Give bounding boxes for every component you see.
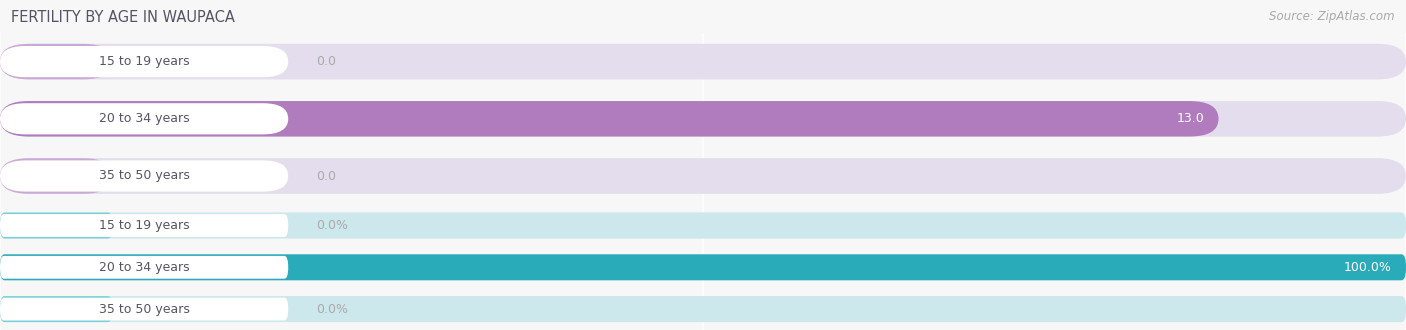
Text: 15 to 19 years: 15 to 19 years: [98, 55, 190, 68]
FancyBboxPatch shape: [0, 296, 1406, 322]
Text: 13.0: 13.0: [1177, 112, 1205, 125]
FancyBboxPatch shape: [0, 101, 1219, 137]
FancyBboxPatch shape: [0, 44, 112, 79]
FancyBboxPatch shape: [0, 296, 112, 322]
FancyBboxPatch shape: [0, 46, 288, 77]
FancyBboxPatch shape: [0, 254, 1406, 280]
Text: 35 to 50 years: 35 to 50 years: [98, 303, 190, 315]
FancyBboxPatch shape: [0, 254, 1406, 280]
FancyBboxPatch shape: [0, 213, 112, 239]
Text: 35 to 50 years: 35 to 50 years: [98, 170, 190, 182]
Text: 15 to 19 years: 15 to 19 years: [98, 219, 190, 232]
FancyBboxPatch shape: [0, 103, 288, 134]
FancyBboxPatch shape: [0, 256, 288, 279]
FancyBboxPatch shape: [0, 160, 288, 192]
FancyBboxPatch shape: [0, 254, 1406, 280]
FancyBboxPatch shape: [0, 158, 1406, 194]
FancyBboxPatch shape: [0, 214, 288, 237]
FancyBboxPatch shape: [0, 44, 1406, 79]
FancyBboxPatch shape: [0, 213, 1406, 239]
FancyBboxPatch shape: [0, 101, 1406, 137]
Text: 0.0: 0.0: [316, 55, 336, 68]
FancyBboxPatch shape: [0, 158, 1406, 194]
FancyBboxPatch shape: [0, 213, 1406, 239]
Text: 0.0%: 0.0%: [316, 303, 349, 315]
FancyBboxPatch shape: [0, 44, 1406, 79]
Text: 20 to 34 years: 20 to 34 years: [98, 261, 190, 274]
FancyBboxPatch shape: [0, 158, 112, 194]
Text: 0.0: 0.0: [316, 170, 336, 182]
Text: Source: ZipAtlas.com: Source: ZipAtlas.com: [1270, 10, 1395, 23]
Text: FERTILITY BY AGE IN WAUPACA: FERTILITY BY AGE IN WAUPACA: [11, 10, 235, 25]
Text: 20 to 34 years: 20 to 34 years: [98, 112, 190, 125]
Text: 100.0%: 100.0%: [1344, 261, 1392, 274]
FancyBboxPatch shape: [0, 296, 1406, 322]
FancyBboxPatch shape: [0, 298, 288, 320]
Text: 0.0%: 0.0%: [316, 219, 349, 232]
FancyBboxPatch shape: [0, 101, 1406, 137]
